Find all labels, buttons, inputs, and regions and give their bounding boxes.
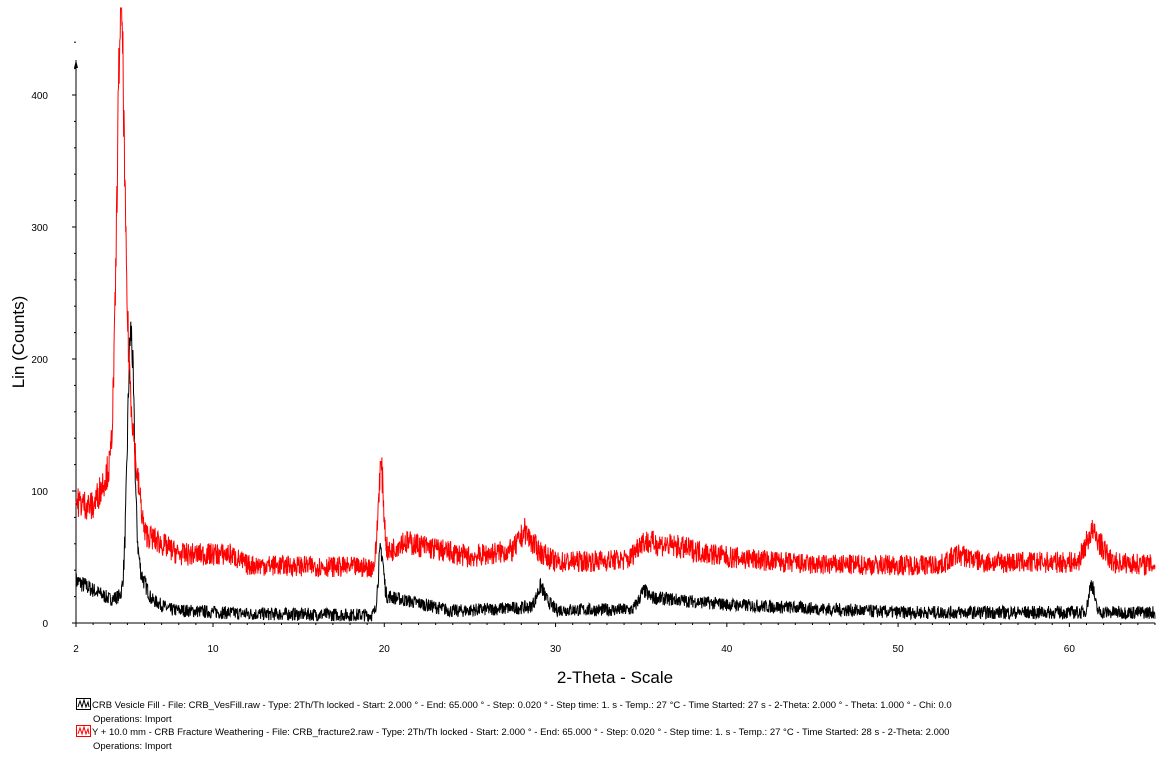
- x-tick-label: 10: [207, 644, 219, 655]
- x-tick-label: 2: [73, 644, 79, 655]
- y-axis-arrow: [74, 60, 78, 68]
- x-axis: 2 10 20 30 40 50 60: [73, 622, 1156, 655]
- y-tick-label: 100: [31, 487, 48, 498]
- legend-operations: Operations: Import: [93, 740, 172, 752]
- series-line-0: [75, 321, 1156, 622]
- legend-entry-vesicle-fill: CRB Vesicle Fill - File: CRB_VesFill.raw…: [76, 698, 1151, 714]
- legend-operations: Operations: Import: [93, 713, 172, 725]
- series-line-1: [75, 7, 1156, 578]
- legend-entry-fracture-weathering: Y + 10.0 mm - CRB Fracture Weathering - …: [76, 725, 1151, 741]
- series-group: [75, 7, 1156, 622]
- y-tick-label: 300: [31, 223, 48, 234]
- legend-text: CRB Vesicle Fill - File: CRB_VesFill.raw…: [92, 700, 952, 711]
- legend: CRB Vesicle Fill - File: CRB_VesFill.raw…: [76, 698, 1151, 752]
- x-tick-label: 60: [1064, 644, 1076, 655]
- y-axis-title: Lin (Counts): [9, 296, 28, 389]
- y-axis: 0 100 200 300 400: [31, 41, 78, 630]
- x-tick-label: 30: [550, 644, 562, 655]
- y-tick-label: 400: [31, 91, 48, 102]
- x-tick-label: 50: [893, 644, 905, 655]
- legend-text: Y + 10.0 mm - CRB Fracture Weathering - …: [92, 727, 950, 738]
- x-axis-title: 2-Theta - Scale: [557, 668, 673, 687]
- y-tick-label: 200: [31, 355, 48, 366]
- pattern-black-icon[interactable]: [76, 698, 91, 714]
- x-tick-label: 20: [379, 644, 391, 655]
- y-tick-label: 0: [42, 619, 48, 630]
- x-tick-label: 40: [721, 644, 733, 655]
- pattern-red-icon[interactable]: [76, 725, 91, 741]
